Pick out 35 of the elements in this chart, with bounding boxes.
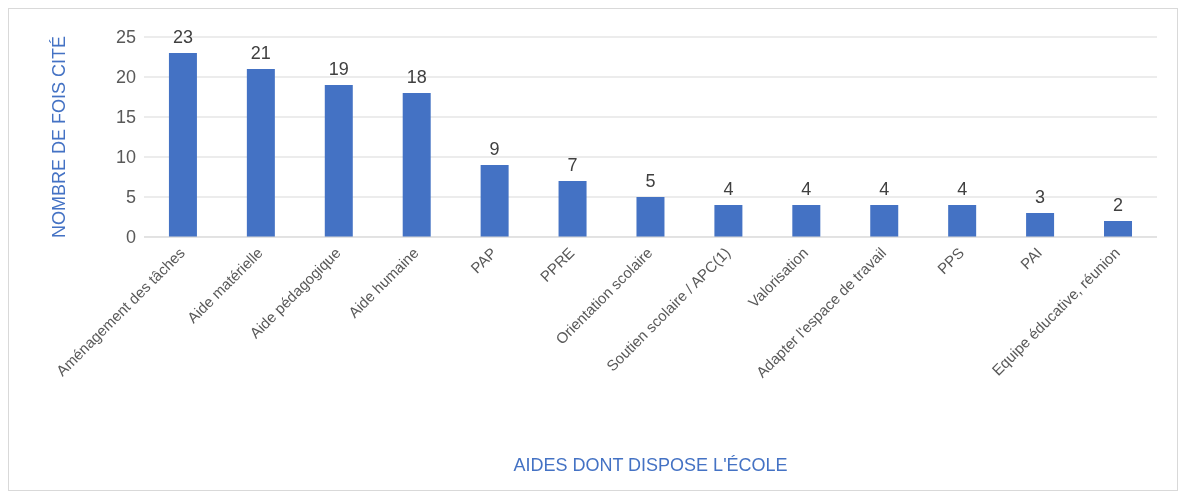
- bar: [870, 205, 899, 237]
- data-label: 5: [645, 171, 656, 191]
- y-tick-label: 10: [115, 147, 136, 168]
- bar: [402, 93, 431, 237]
- x-tick-label: PAI: [1016, 243, 1046, 273]
- data-label: 18: [406, 67, 427, 87]
- data-label: 7: [567, 155, 578, 175]
- y-tick-label: 20: [115, 67, 136, 88]
- data-label: 4: [723, 179, 734, 199]
- bar: [246, 69, 275, 237]
- data-label: 23: [172, 27, 193, 47]
- y-tick-label: 0: [125, 227, 136, 248]
- bar: [792, 205, 821, 237]
- y-tick-label: 25: [115, 27, 136, 48]
- bar: [324, 85, 353, 237]
- x-axis-title: AIDES DONT DISPOSE L'ÉCOLE: [513, 455, 788, 475]
- data-label: 19: [328, 59, 349, 79]
- bar: [558, 181, 587, 237]
- y-tick-label: 5: [125, 187, 136, 208]
- bar: [1026, 213, 1055, 237]
- data-label: 3: [1035, 187, 1046, 207]
- y-axis-title: NOMBRE DE FOIS CITÉ: [49, 35, 70, 239]
- bar: [1104, 221, 1133, 237]
- bar: [948, 205, 977, 237]
- data-label: 21: [250, 43, 271, 63]
- bar: [480, 165, 509, 237]
- bar: [714, 205, 743, 237]
- data-label: 4: [957, 179, 968, 199]
- data-label: 2: [1113, 195, 1124, 215]
- bar: [168, 53, 197, 237]
- data-label: 9: [489, 139, 500, 159]
- bar: [636, 197, 665, 237]
- y-tick-label: 15: [115, 107, 136, 128]
- data-label: 4: [879, 179, 890, 199]
- data-label: 4: [801, 179, 812, 199]
